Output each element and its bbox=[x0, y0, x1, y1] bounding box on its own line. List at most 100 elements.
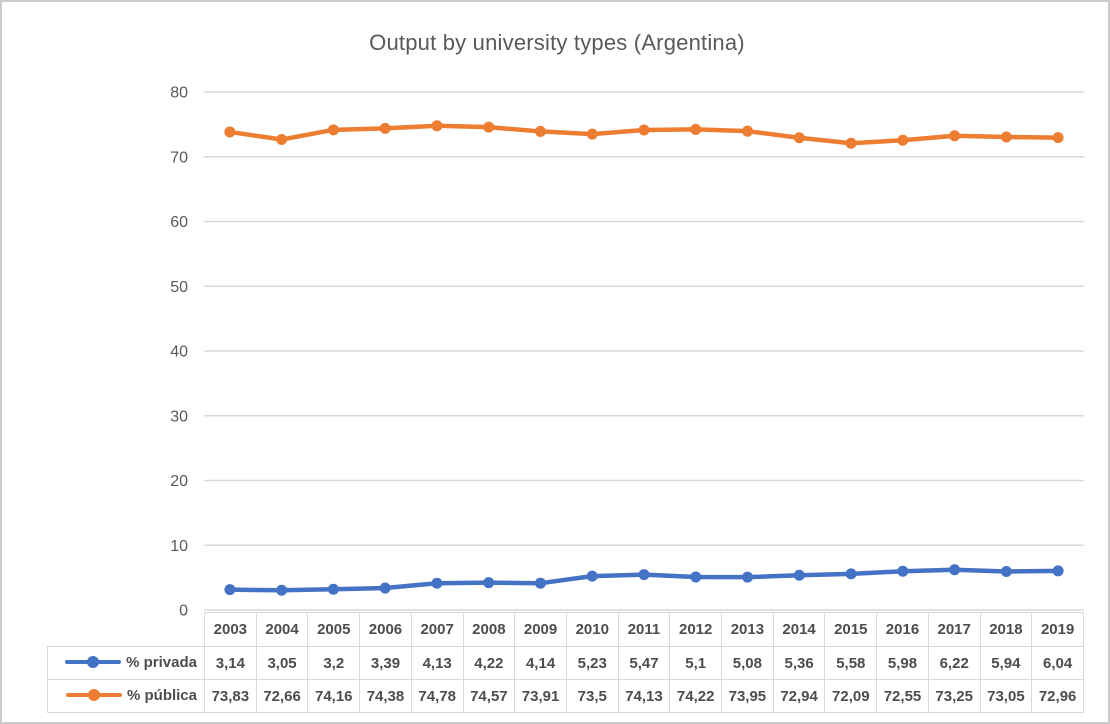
data-point-marker bbox=[690, 571, 702, 583]
value-cell: 73,91 bbox=[514, 679, 567, 713]
value-cell: 3,05 bbox=[255, 646, 309, 680]
data-point-marker bbox=[224, 584, 236, 596]
year-header-cell: 2003 bbox=[204, 612, 257, 647]
year-header-cell: 2008 bbox=[462, 612, 516, 647]
table-blank-corner bbox=[48, 613, 205, 647]
data-point-marker bbox=[1052, 132, 1064, 144]
value-cell: 73,5 bbox=[565, 679, 619, 713]
value-cell: 72,55 bbox=[876, 679, 929, 713]
data-point-marker bbox=[276, 584, 288, 596]
year-header-cell: 2019 bbox=[1031, 612, 1084, 647]
year-header-cell: 2017 bbox=[927, 612, 981, 647]
y-tick-label: 10 bbox=[170, 538, 188, 555]
data-point-marker bbox=[742, 125, 754, 137]
year-header-cell: 2009 bbox=[514, 612, 567, 647]
value-cell: 6,22 bbox=[927, 646, 981, 680]
legend-label: % privada bbox=[126, 653, 197, 671]
value-cell: 74,22 bbox=[669, 679, 723, 713]
data-point-marker bbox=[793, 132, 805, 144]
data-point-marker bbox=[742, 571, 754, 583]
y-tick-label: 50 bbox=[170, 279, 188, 296]
year-header-cell: 2005 bbox=[307, 612, 361, 647]
value-cell: 5,23 bbox=[565, 646, 619, 680]
data-table: 2003 2004 2005 2006 2007 2008 2009 2010 2011 2012… bbox=[47, 612, 1084, 713]
data-point-marker bbox=[897, 565, 909, 577]
year-header-cell: 2012 bbox=[669, 612, 723, 647]
data-point-marker bbox=[534, 125, 546, 137]
data-point-marker bbox=[534, 577, 546, 589]
year-header-cell: 2007 bbox=[410, 612, 464, 647]
data-point-marker bbox=[483, 577, 495, 589]
value-cell: 74,38 bbox=[359, 679, 412, 713]
legend-cell: % privada bbox=[47, 646, 205, 680]
value-cell: 6,04 bbox=[1031, 646, 1084, 680]
y-tick-label: 60 bbox=[170, 214, 188, 231]
chart-title: Output by university types (Argentina) bbox=[369, 30, 745, 55]
value-cell: 3,2 bbox=[307, 646, 361, 680]
legend-label: % pública bbox=[126, 686, 197, 704]
y-tick-label: 70 bbox=[170, 149, 188, 166]
value-cell: 4,13 bbox=[410, 646, 464, 680]
value-cell: 73,95 bbox=[721, 679, 774, 713]
y-tick-label: 30 bbox=[170, 408, 188, 425]
data-point-marker bbox=[949, 564, 961, 576]
year-header-cell: 2004 bbox=[255, 612, 309, 647]
value-cell: 5,47 bbox=[617, 646, 671, 680]
data-point-marker bbox=[1052, 565, 1064, 577]
legend-cell: % pública bbox=[47, 679, 205, 713]
value-cell: 4,14 bbox=[514, 646, 567, 680]
value-cell: 5,58 bbox=[824, 646, 878, 680]
data-point-marker bbox=[224, 126, 236, 138]
data-point-marker bbox=[845, 137, 857, 149]
value-cell: 4,22 bbox=[462, 646, 516, 680]
data-point-marker bbox=[431, 577, 443, 589]
y-tick-label: 40 bbox=[170, 344, 188, 361]
value-cell: 73,05 bbox=[979, 679, 1033, 713]
data-point-marker bbox=[1000, 131, 1012, 143]
year-header-cell: 2010 bbox=[565, 612, 619, 647]
data-point-marker bbox=[379, 582, 391, 594]
y-tick-label: 20 bbox=[170, 473, 188, 490]
value-cell: 72,94 bbox=[772, 679, 826, 713]
value-cell: 72,09 bbox=[824, 679, 878, 713]
data-point-marker bbox=[949, 130, 961, 142]
table-series-row: % pública 73,83 72,66 74,16 74,38 74,78 74,57 7… bbox=[47, 679, 1084, 713]
year-header-cell: 2011 bbox=[617, 612, 671, 647]
year-header-cell: 2014 bbox=[772, 612, 826, 647]
value-cell: 74,57 bbox=[462, 679, 516, 713]
data-point-marker bbox=[690, 123, 702, 135]
year-header-cell: 2016 bbox=[876, 612, 929, 647]
value-cell: 3,39 bbox=[359, 646, 412, 680]
data-point-marker bbox=[276, 134, 288, 146]
value-cell: 3,14 bbox=[204, 646, 257, 680]
value-cell: 73,25 bbox=[927, 679, 981, 713]
value-cell: 74,78 bbox=[410, 679, 464, 713]
y-tick-label: 80 bbox=[170, 85, 188, 102]
value-cell: 74,16 bbox=[307, 679, 361, 713]
legend-marker-icon bbox=[65, 656, 122, 669]
value-cell: 5,98 bbox=[876, 646, 929, 680]
data-point-marker bbox=[327, 583, 339, 595]
year-header-cell: 2015 bbox=[824, 612, 878, 647]
value-cell: 5,36 bbox=[772, 646, 826, 680]
data-point-marker bbox=[638, 569, 650, 581]
y-tick-label: 0 bbox=[179, 603, 188, 620]
year-header-cell: 2006 bbox=[359, 612, 412, 647]
year-header-cell: 2018 bbox=[979, 612, 1033, 647]
data-point-marker bbox=[379, 122, 391, 134]
data-point-marker bbox=[586, 570, 598, 582]
legend-marker-icon bbox=[65, 689, 122, 702]
data-point-marker bbox=[638, 124, 650, 136]
data-point-marker bbox=[897, 134, 909, 146]
value-cell: 5,08 bbox=[721, 646, 774, 680]
value-cell: 73,83 bbox=[204, 679, 257, 713]
table-year-row: 2003 2004 2005 2006 2007 2008 2009 2010 2011 2012… bbox=[48, 612, 1084, 647]
data-point-marker bbox=[793, 569, 805, 581]
value-cell: 72,66 bbox=[255, 679, 309, 713]
value-cell: 5,94 bbox=[979, 646, 1033, 680]
data-point-marker bbox=[327, 124, 339, 136]
data-point-marker bbox=[1000, 566, 1012, 578]
value-cell: 5,1 bbox=[669, 646, 723, 680]
data-point-marker bbox=[845, 568, 857, 580]
